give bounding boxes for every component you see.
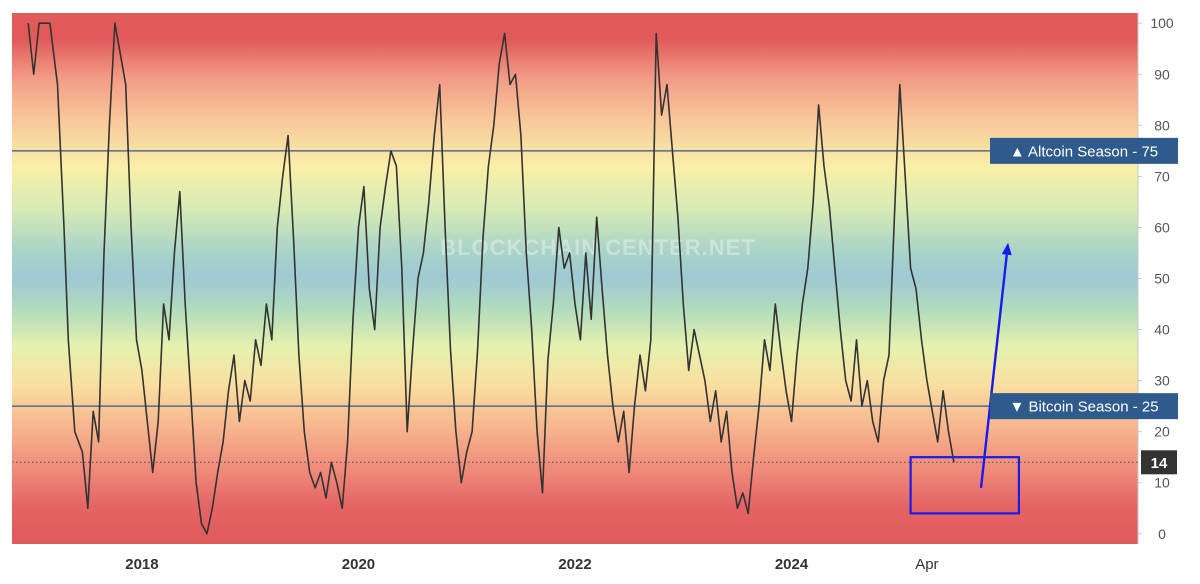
y-tick-label: 10 <box>1154 475 1170 491</box>
y-tick-label: 40 <box>1154 322 1170 338</box>
reference-lines <box>12 150 1138 407</box>
y-tick-label: 80 <box>1154 117 1170 133</box>
y-tick-label: 60 <box>1154 219 1170 235</box>
x-axis-ticks: 2018 2020 2022 2024 Apr <box>125 556 938 573</box>
series-line <box>27 22 955 535</box>
x-tick-label: 2024 <box>775 556 809 573</box>
y-tick-label: 30 <box>1154 373 1170 389</box>
x-tick-label: 2022 <box>558 556 591 573</box>
annotation-arrow-shaft <box>979 254 1008 488</box>
reference-badge-altcoin <box>990 137 1178 164</box>
plot-background <box>12 13 1138 544</box>
annotation-rectangle <box>909 456 1021 515</box>
current-value-badge <box>1141 450 1177 475</box>
watermark: BLOCKCHAIN CENTER.NET <box>440 235 756 260</box>
y-tick-label: 90 <box>1154 66 1170 82</box>
x-tick-label: 2020 <box>342 556 375 573</box>
series-group <box>27 22 955 535</box>
x-tick-label: Apr <box>915 556 938 573</box>
y-axis-ticks: 0 10 20 30 40 50 60 70 80 90 100 <box>1138 15 1174 542</box>
reference-badge-bitcoin <box>990 393 1178 420</box>
reference-badge-label: ▼ Bitcoin Season - 25 <box>1009 399 1158 416</box>
y-tick-label: 70 <box>1154 168 1170 184</box>
reference-badge-label: ▲ Altcoin Season - 75 <box>1010 143 1158 160</box>
annotations <box>909 242 1021 515</box>
x-tick-label: 2018 <box>125 556 158 573</box>
badges: ▲ Altcoin Season - 75 ▼ Bitcoin Season - … <box>990 137 1178 475</box>
y-tick-label: 50 <box>1154 271 1170 287</box>
annotation-arrow-head <box>1001 242 1012 256</box>
y-tick-label: 0 <box>1158 526 1166 542</box>
y-tick-label: 20 <box>1154 424 1170 440</box>
current-value-label: 14 <box>1151 455 1168 472</box>
y-tick-label: 100 <box>1150 15 1174 31</box>
